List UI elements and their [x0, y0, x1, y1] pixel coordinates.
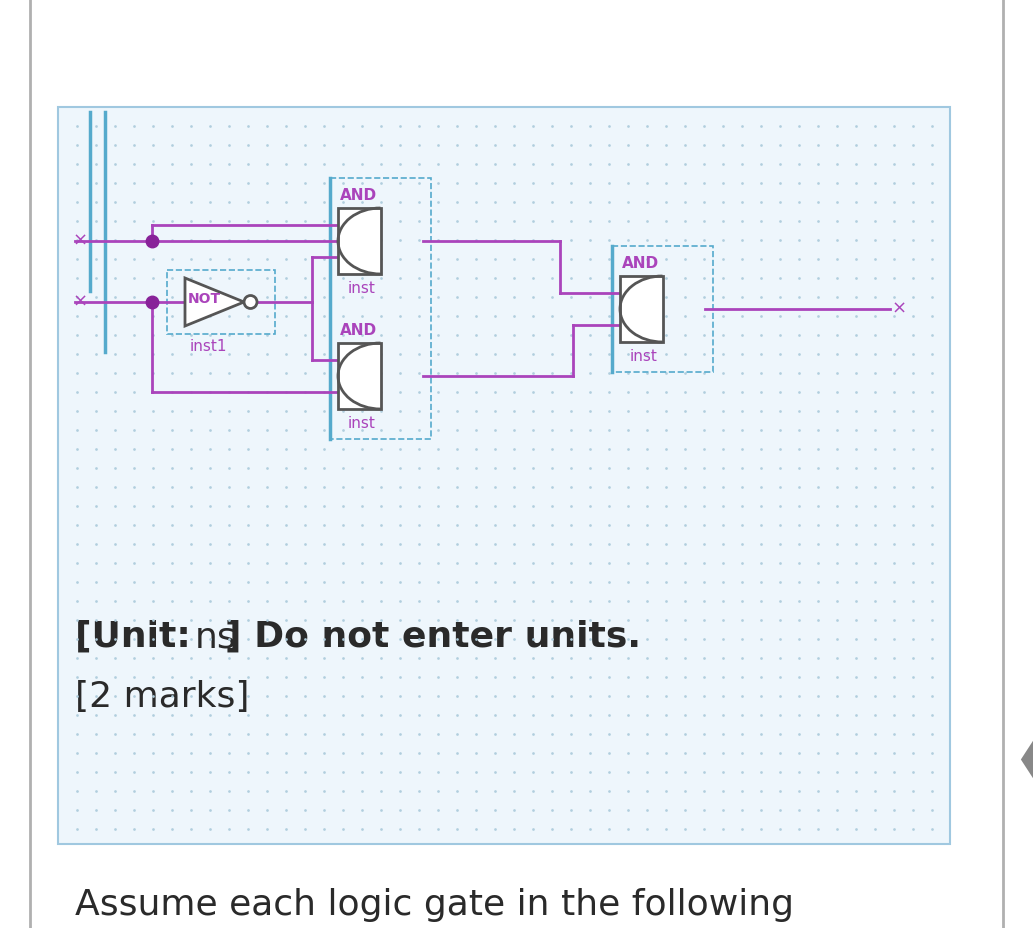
Text: inst: inst: [348, 416, 376, 431]
Bar: [612, 247, 713, 373]
Text: ns: ns: [195, 619, 237, 653]
Polygon shape: [338, 343, 380, 409]
Text: ×: ×: [73, 292, 88, 311]
Text: [Unit:: [Unit:: [75, 619, 204, 653]
Bar: [330, 179, 431, 440]
Text: inst: inst: [348, 280, 376, 296]
Polygon shape: [338, 209, 380, 275]
Polygon shape: [185, 278, 244, 327]
Text: ×: ×: [893, 300, 907, 317]
Text: AND: AND: [622, 256, 659, 271]
Text: AND: AND: [340, 323, 377, 338]
Text: inst1: inst1: [190, 339, 227, 354]
Polygon shape: [620, 277, 662, 342]
Text: NOT: NOT: [188, 291, 221, 305]
Text: AND: AND: [340, 187, 377, 203]
Text: ] Do not enter units.: ] Do not enter units.: [225, 619, 641, 653]
Bar: [58, 108, 950, 844]
Text: [2 marks]: [2 marks]: [75, 679, 250, 714]
Circle shape: [244, 296, 257, 309]
Text: ❮: ❮: [1010, 725, 1033, 793]
Text: Assume each logic gate in the following: Assume each logic gate in the following: [75, 887, 794, 921]
Bar: [167, 271, 275, 335]
Text: inst: inst: [630, 349, 658, 364]
Text: ×: ×: [73, 232, 88, 250]
